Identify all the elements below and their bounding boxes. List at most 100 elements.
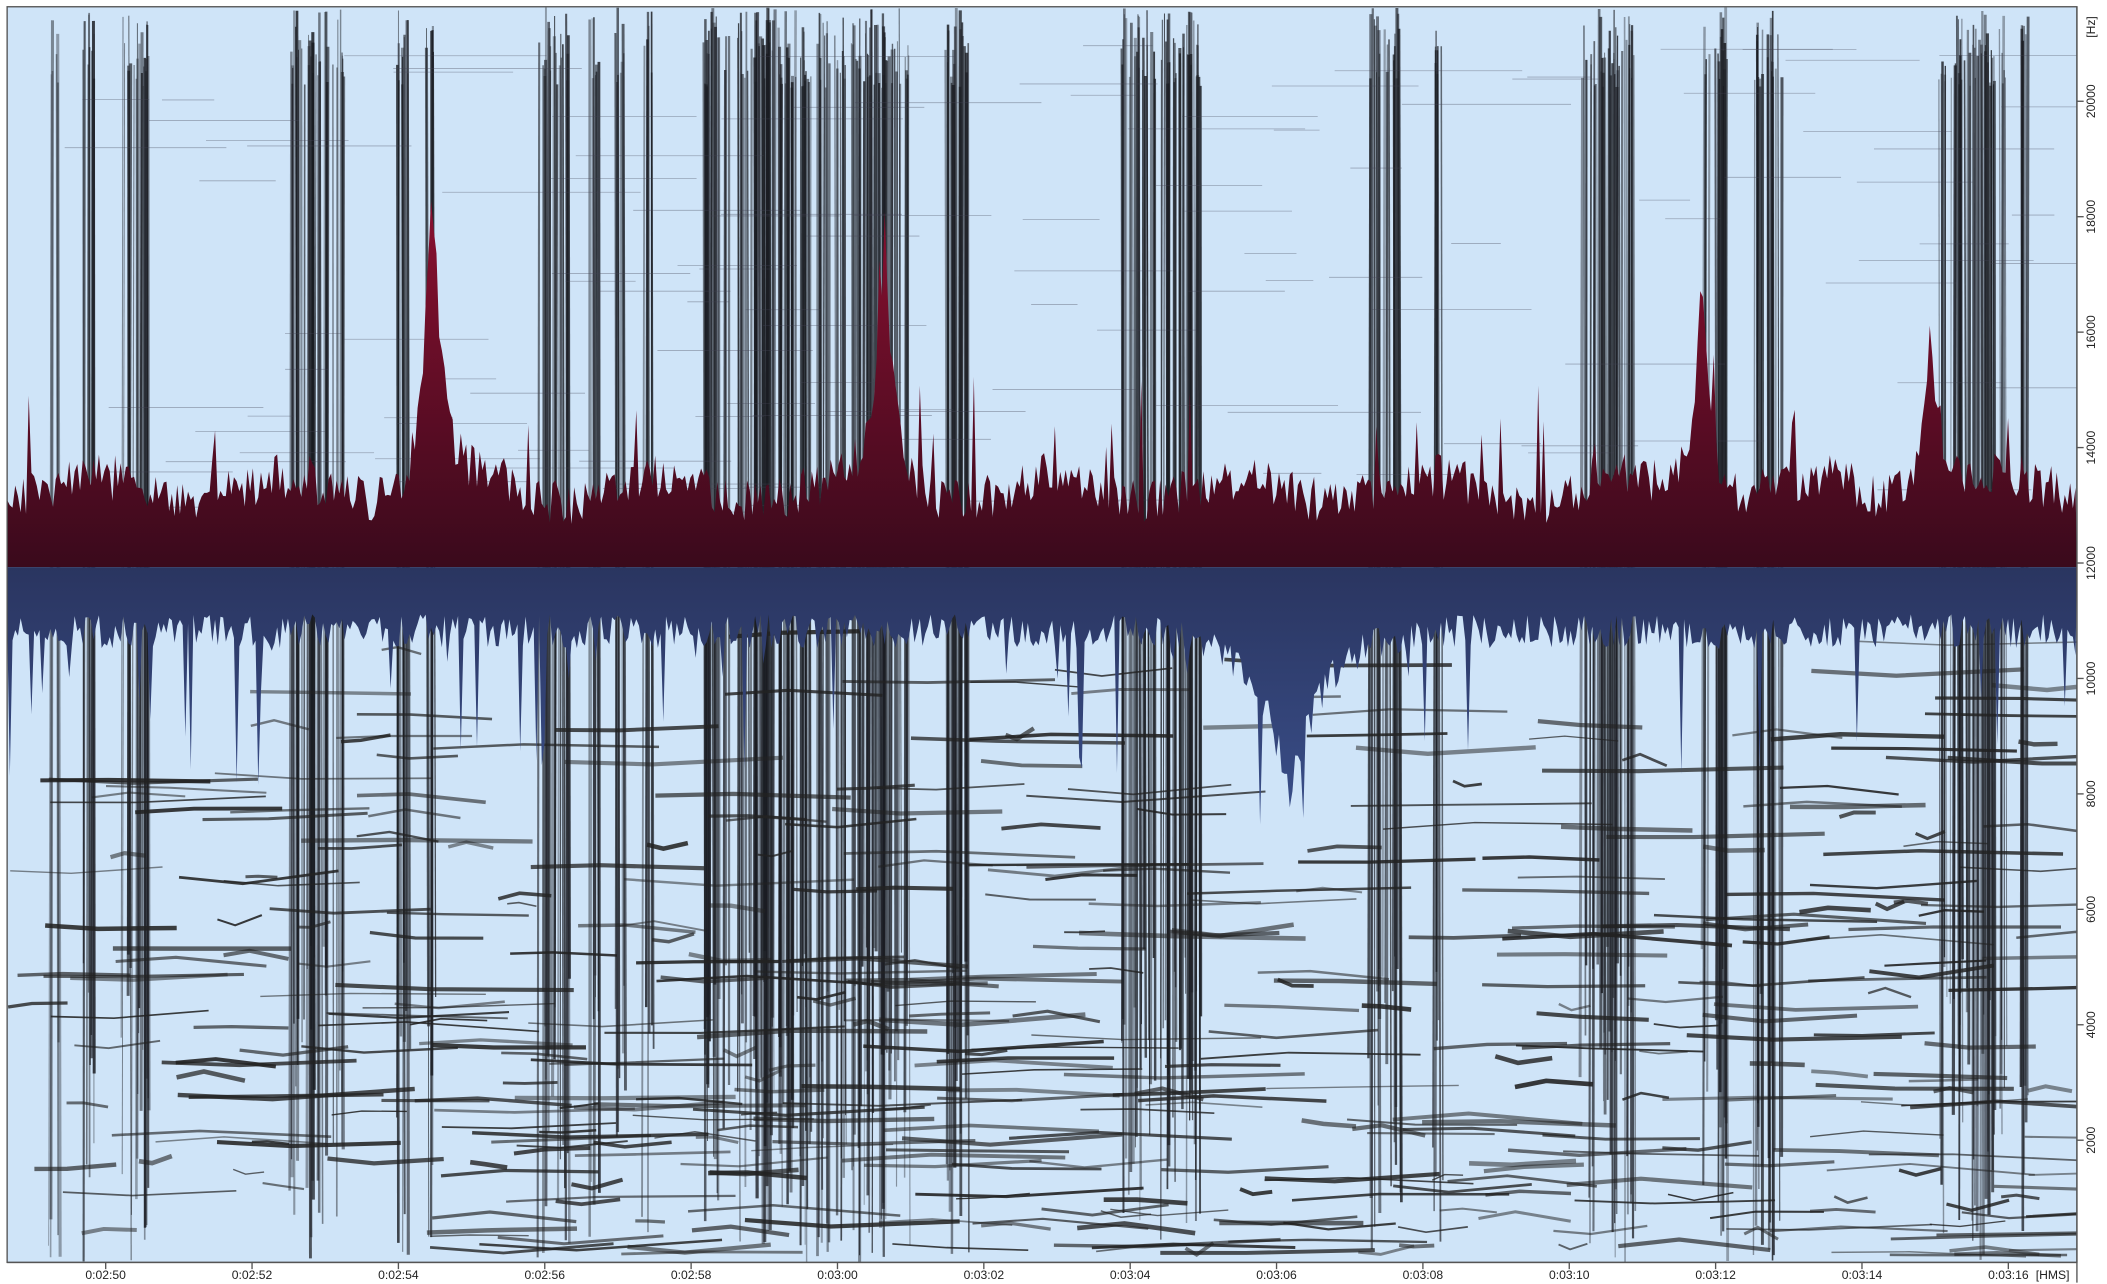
harmonic-track <box>564 755 784 767</box>
harmonic-track <box>796 991 846 1001</box>
harmonic-track <box>1536 1011 1649 1022</box>
harmonic-track <box>1103 867 1231 874</box>
harmonic-track <box>1823 849 2064 857</box>
harmonic-track <box>845 977 999 989</box>
plot-area <box>7 6 2077 1263</box>
harmonic-track <box>1553 1224 1648 1236</box>
spectral-streak <box>322 11 327 947</box>
spectral-streak <box>877 73 882 1228</box>
harmonic-track <box>883 1123 1099 1134</box>
harmonic-track <box>1826 1162 2035 1176</box>
harmonic-track <box>1296 886 1363 894</box>
harmonic-track <box>782 1098 1023 1107</box>
harmonic-track <box>885 1148 1070 1154</box>
harmonic-track <box>262 1182 305 1191</box>
harmonic-track <box>269 907 431 915</box>
harmonic-track <box>2028 1172 2077 1177</box>
harmonic-track <box>1350 802 1592 807</box>
harmonic-track <box>91 791 186 799</box>
harmonic-track <box>812 996 857 1007</box>
harmonic-track <box>1726 1093 1837 1102</box>
harmonic-track <box>440 1168 599 1178</box>
harmonic-track <box>1983 822 2077 833</box>
harmonic-track <box>193 1024 289 1030</box>
harmonic-track <box>301 837 533 844</box>
harmonic-track <box>510 951 618 957</box>
harmonic-track <box>1306 732 1448 738</box>
harmonic-track <box>109 850 146 860</box>
harmonic-track <box>1012 1009 1101 1024</box>
spectral-streak <box>82 21 86 1262</box>
y-tick-label: 12000 <box>2084 546 2098 580</box>
harmonic-track <box>1884 959 1987 967</box>
harmonic-track <box>574 1150 731 1157</box>
harmonic-track <box>514 1094 736 1101</box>
harmonic-track <box>1558 1242 1588 1251</box>
harmonic-track <box>646 840 689 851</box>
harmonic-track <box>1067 783 1232 796</box>
harmonic-track <box>1112 1087 1266 1097</box>
harmonic-track <box>217 914 263 927</box>
harmonic-track <box>297 960 371 968</box>
harmonic-track <box>691 1224 790 1238</box>
harmonic-track <box>1301 1118 1357 1129</box>
harmonic-track <box>232 1168 265 1175</box>
harmonic-track <box>301 1045 458 1054</box>
harmonic-track <box>1045 873 1138 882</box>
harmonic-track <box>937 1092 1125 1103</box>
harmonic-track <box>1053 1237 1281 1249</box>
harmonic-track <box>429 1242 614 1255</box>
harmonic-track <box>335 982 574 993</box>
harmonic-track <box>1063 1072 1305 1080</box>
harmonic-track <box>1946 1198 2010 1212</box>
spectral-streak <box>907 45 911 1246</box>
spectral-streak <box>55 54 59 1236</box>
spectral-streak <box>49 70 54 1258</box>
harmonic-track <box>1809 879 1977 890</box>
harmonic-track <box>1961 1211 2077 1220</box>
harmonic-track <box>1890 1232 2077 1241</box>
harmonic-track <box>111 1129 332 1138</box>
harmonic-track <box>1725 891 1945 902</box>
harmonic-track <box>1529 735 1619 742</box>
harmonic-track <box>844 1018 1010 1023</box>
harmonic-track <box>1352 1123 1426 1138</box>
harmonic-track <box>1224 1003 1360 1013</box>
harmonic-track <box>135 806 283 815</box>
harmonic-track <box>801 1083 961 1092</box>
spectral-streak <box>951 85 957 1168</box>
harmonic-track <box>507 901 537 907</box>
harmonic-track <box>1993 1184 2077 1191</box>
harmonic-track <box>1770 732 1945 742</box>
harmonic-track <box>50 1009 209 1019</box>
harmonic-track <box>1346 1118 1518 1126</box>
y-tick-label: 10000 <box>2084 661 2098 695</box>
harmonic-track <box>1831 746 2017 753</box>
harmonic-track <box>356 713 493 721</box>
harmonic-track <box>432 1210 577 1224</box>
harmonic-track <box>654 1131 756 1142</box>
harmonic-track <box>717 1124 799 1132</box>
harmonic-track <box>1702 921 1809 932</box>
harmonic-track <box>419 1038 573 1047</box>
harmonic-track <box>74 1039 161 1050</box>
harmonic-track <box>2008 1248 2077 1252</box>
harmonic-track <box>744 1068 782 1083</box>
harmonic-track <box>1805 933 1994 946</box>
harmonic-track <box>1257 969 1390 981</box>
harmonic-track <box>1358 1244 1415 1256</box>
harmonic-track <box>1110 1208 1229 1217</box>
harmonic-track <box>1452 779 1483 788</box>
harmonic-track <box>1857 640 2077 646</box>
harmonic-track <box>1924 712 2077 718</box>
harmonic-track <box>915 1186 1144 1199</box>
harmonic-track <box>1076 1221 1196 1236</box>
harmonic-track <box>909 1011 991 1018</box>
harmonic-track <box>356 792 486 805</box>
harmonic-track <box>317 843 403 850</box>
harmonic-track <box>297 920 331 929</box>
harmonic-track <box>260 992 486 998</box>
x-tick-label: 0:02:50 <box>85 1268 126 1282</box>
harmonic-track <box>1873 1071 2008 1081</box>
harmonic-track <box>987 862 1156 878</box>
